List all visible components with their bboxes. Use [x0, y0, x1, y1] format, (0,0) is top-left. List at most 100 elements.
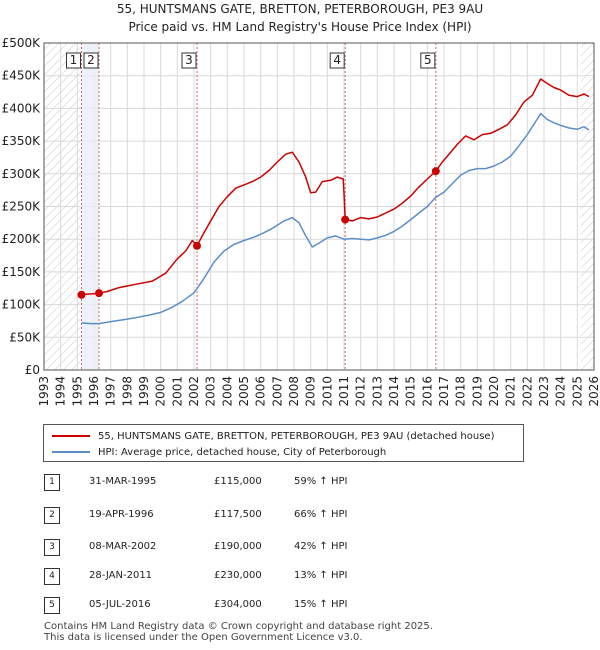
sale-point — [95, 289, 103, 298]
sale-label-badge: 5 — [44, 597, 60, 614]
y-tick-label: £50K — [9, 330, 41, 344]
property-series-line — [81, 78, 590, 296]
sale-price: £190,000 — [214, 541, 262, 552]
legend-label-hpi: HPI: Average price, detached house, City… — [98, 446, 387, 458]
sale-label-box — [181, 52, 197, 69]
table-row: 3 08-MAR-2002 £190,000 42% ↑ HPI — [44, 539, 564, 563]
legend: 55, HUNTSMANS GATE, BRETTON, PETERBOROUG… — [43, 424, 524, 462]
sale-date: 19-APR-1996 — [89, 509, 154, 520]
sale-point — [193, 241, 201, 250]
sale-price: £115,000 — [214, 476, 262, 487]
x-tick-label: 1997 — [104, 376, 118, 407]
x-tick-label: 2009 — [304, 376, 318, 407]
x-tick-label: 2022 — [520, 376, 534, 407]
plot-frame — [43, 42, 595, 371]
x-tick-label: 1995 — [70, 376, 84, 407]
sale-label-text: 1 — [70, 53, 78, 67]
legend-item-hpi: HPI: Average price, detached house, City… — [52, 444, 386, 460]
x-tick-label: 1994 — [54, 376, 68, 407]
x-tick-label: 1998 — [120, 376, 134, 407]
y-tick-label: £250K — [2, 200, 42, 214]
sale-point — [341, 215, 350, 224]
sale-label-text: 2 — [87, 53, 95, 67]
y-tick-label: £450K — [2, 69, 42, 83]
footer-copyright: Contains HM Land Registry data © Crown c… — [44, 621, 433, 632]
sale-label-box — [66, 52, 81, 69]
legend-label-property: 55, HUNTSMANS GATE, BRETTON, PETERBOROUG… — [98, 430, 495, 442]
x-tick-label: 2014 — [387, 376, 401, 407]
y-tick-label: £200K — [2, 232, 42, 246]
y-tick-label: £150K — [2, 265, 42, 279]
x-tick-label: 2000 — [154, 376, 168, 407]
hpi-series-line — [81, 112, 590, 325]
x-tick-label: 2006 — [254, 376, 268, 407]
x-tick-label: 2002 — [187, 376, 201, 407]
sale-price: £117,500 — [214, 509, 262, 520]
sale-price: £230,000 — [214, 570, 262, 581]
y-tick-label: £400K — [2, 101, 42, 115]
y-tick-label: £300K — [2, 167, 42, 181]
sale-label-text: 3 — [185, 53, 193, 67]
x-tick-label: 1996 — [87, 376, 101, 407]
legend-item-property: 55, HUNTSMANS GATE, BRETTON, PETERBOROUG… — [52, 428, 494, 444]
sale-date: 08-MAR-2002 — [89, 541, 157, 552]
x-tick-label: 2024 — [554, 376, 568, 407]
sale-label-box — [329, 52, 345, 69]
y-tick-label: £500K — [2, 36, 42, 50]
x-tick-label: 2007 — [270, 376, 284, 407]
x-tick-label: 2019 — [470, 376, 484, 407]
table-row: 4 28-JAN-2011 £230,000 13% ↑ HPI — [44, 568, 564, 592]
sale-hpi-change: 13% ↑ HPI — [294, 570, 348, 581]
sale-label-badge: 1 — [44, 474, 60, 491]
x-tick-label: 1993 — [37, 376, 51, 407]
y-tick-label: £350K — [2, 134, 42, 148]
x-tick-label: 2004 — [220, 376, 234, 407]
y-tick-label: £100K — [2, 298, 42, 312]
x-tick-label: 2005 — [237, 376, 251, 407]
sale-date: 28-JAN-2011 — [89, 570, 153, 581]
sale-hpi-change: 59% ↑ HPI — [294, 476, 348, 487]
x-tick-label: 2017 — [437, 376, 451, 407]
shaded-region — [81, 43, 99, 370]
x-tick-label: 1999 — [137, 376, 151, 407]
sale-hpi-change: 15% ↑ HPI — [294, 599, 348, 610]
sale-label-text: 4 — [333, 53, 341, 67]
x-tick-label: 2013 — [370, 376, 384, 407]
x-tick-label: 2001 — [170, 376, 184, 407]
sale-hpi-change: 42% ↑ HPI — [294, 541, 348, 552]
chart-title: 55, HUNTSMANS GATE, BRETTON, PETERBOROUG… — [116, 2, 484, 16]
sale-point — [431, 167, 440, 176]
sale-label-badge: 2 — [44, 507, 60, 524]
sale-label-badge: 4 — [44, 568, 60, 585]
y-tick-label: £0 — [25, 363, 40, 377]
x-tick-label: 2016 — [420, 376, 434, 407]
x-tick-label: 2025 — [570, 376, 584, 407]
x-tick-label: 2026 — [587, 376, 600, 407]
sale-label-box — [420, 52, 436, 69]
x-tick-label: 2010 — [320, 376, 334, 407]
table-row: 1 31-MAR-1995 £115,000 59% ↑ HPI — [44, 474, 564, 498]
x-tick-label: 2008 — [287, 376, 301, 407]
table-row: 5 05-JUL-2016 £304,000 15% ↑ HPI — [44, 597, 564, 621]
footer-licence: This data is licensed under the Open Gov… — [44, 632, 363, 643]
x-tick-label: 2003 — [204, 376, 218, 407]
x-tick-label: 2023 — [537, 376, 551, 407]
sale-date: 31-MAR-1995 — [89, 476, 157, 487]
sale-label-box — [83, 52, 99, 69]
legend-swatch-property — [52, 435, 90, 437]
x-tick-label: 2018 — [454, 376, 468, 407]
x-tick-label: 2021 — [504, 376, 518, 407]
legend-swatch-hpi — [52, 451, 90, 453]
sale-point — [77, 290, 86, 299]
sale-hpi-change: 66% ↑ HPI — [294, 509, 348, 520]
chart-subtitle: Price paid vs. HM Land Registry's House … — [128, 20, 472, 34]
sale-price: £304,000 — [214, 599, 262, 610]
x-tick-label: 2012 — [354, 376, 368, 407]
sale-date: 05-JUL-2016 — [89, 599, 151, 610]
sale-label-badge: 3 — [44, 539, 60, 556]
x-tick-label: 2015 — [404, 376, 418, 407]
x-tick-label: 2011 — [337, 376, 351, 407]
x-tick-label: 2020 — [487, 376, 501, 407]
table-row: 2 19-APR-1996 £117,500 66% ↑ HPI — [44, 507, 564, 531]
